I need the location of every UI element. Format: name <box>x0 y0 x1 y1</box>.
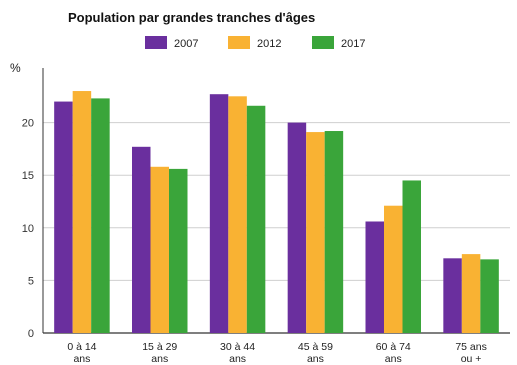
y-tick-label: 15 <box>22 170 34 182</box>
y-tick-label: 0 <box>28 328 34 340</box>
y-axis-unit: % <box>10 61 21 75</box>
y-tick-label: 20 <box>22 118 34 130</box>
x-category-labels: 0 à 14 ans 15 à 29 ans 30 à 44 ans 45 à 59 ans 6… <box>67 341 487 365</box>
y-tick-label: 5 <box>28 275 34 287</box>
bar-2007-2 <box>209 94 229 333</box>
bar-2012-3 <box>306 132 325 333</box>
chart-title: Population par grandes tranches d'âges <box>68 10 315 25</box>
x-category-label: 60 à 74 ans <box>376 341 411 365</box>
gridlines <box>42 68 510 334</box>
bar-2012-5 <box>461 254 481 333</box>
x-category-label: 30 à 44 ans <box>220 341 255 365</box>
bar-2017-0 <box>91 98 110 334</box>
bar-2017-2 <box>246 105 266 334</box>
legend: 2007 2012 2017 <box>145 36 365 50</box>
bar-2012-4 <box>384 205 403 333</box>
legend-swatch-2017 <box>312 36 334 49</box>
bar-2017-1 <box>169 168 188 333</box>
legend-label-2012: 2012 <box>257 38 281 50</box>
bar-2017-4 <box>402 180 421 333</box>
bar-2007-0 <box>54 101 73 333</box>
y-tick-labels: 0 5 10 15 20 <box>22 118 34 340</box>
bar-2007-4 <box>365 221 384 333</box>
legend-swatch-2007 <box>145 36 167 49</box>
bars <box>54 91 499 334</box>
x-category-label: 0 à 14 ans <box>67 341 96 365</box>
y-tick-label: 10 <box>22 223 34 235</box>
bar-2012-0 <box>72 91 92 333</box>
bar-2017-5 <box>480 259 499 333</box>
x-category-label: 15 à 29 ans <box>142 341 177 365</box>
x-category-label: 45 à 59 ans <box>298 341 333 365</box>
bar-2007-5 <box>443 258 462 333</box>
bar-2012-2 <box>228 96 247 333</box>
legend-swatch-2012 <box>228 36 250 49</box>
legend-label-2007: 2007 <box>174 38 198 50</box>
bar-2007-1 <box>132 146 151 333</box>
bar-2012-1 <box>150 166 169 333</box>
bar-2017-3 <box>324 131 344 333</box>
x-category-label: 75 ans ou + <box>455 341 487 365</box>
legend-label-2017: 2017 <box>341 38 365 50</box>
bar-2007-3 <box>287 122 307 333</box>
